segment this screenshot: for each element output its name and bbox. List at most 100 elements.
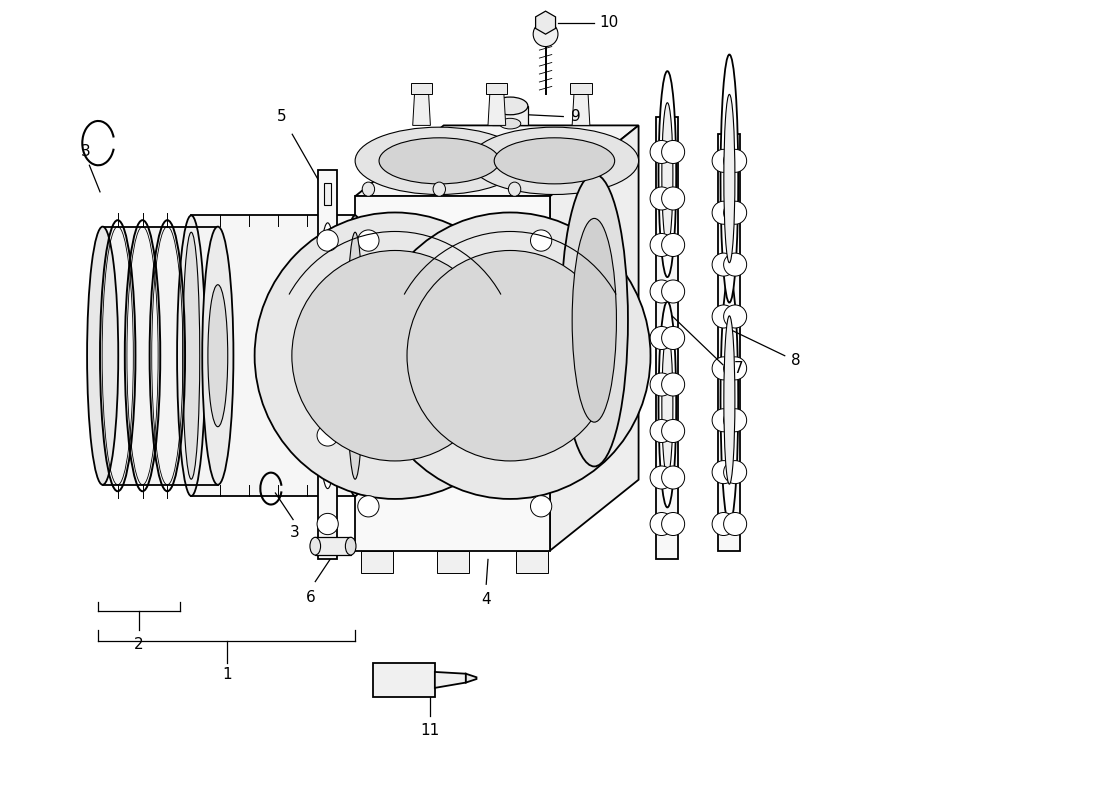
Text: 10: 10 bbox=[600, 15, 619, 30]
Circle shape bbox=[317, 230, 339, 251]
Polygon shape bbox=[571, 83, 592, 94]
Text: 1: 1 bbox=[222, 667, 231, 682]
Text: 6: 6 bbox=[306, 590, 316, 605]
Circle shape bbox=[661, 466, 684, 489]
Ellipse shape bbox=[499, 118, 520, 129]
Circle shape bbox=[712, 150, 735, 172]
Circle shape bbox=[724, 202, 747, 224]
Circle shape bbox=[661, 187, 684, 210]
Circle shape bbox=[661, 280, 684, 303]
Ellipse shape bbox=[370, 213, 650, 499]
Circle shape bbox=[650, 419, 673, 442]
Circle shape bbox=[661, 141, 684, 163]
Circle shape bbox=[650, 373, 673, 396]
Text: 5: 5 bbox=[277, 109, 286, 124]
Polygon shape bbox=[102, 226, 218, 485]
Ellipse shape bbox=[724, 94, 735, 262]
Polygon shape bbox=[373, 663, 434, 697]
Circle shape bbox=[724, 461, 747, 484]
Text: 3: 3 bbox=[290, 526, 300, 540]
Polygon shape bbox=[493, 106, 528, 126]
Ellipse shape bbox=[183, 232, 200, 479]
Ellipse shape bbox=[720, 54, 738, 302]
Ellipse shape bbox=[346, 232, 364, 479]
Circle shape bbox=[317, 318, 339, 340]
Polygon shape bbox=[516, 550, 548, 573]
Ellipse shape bbox=[202, 226, 233, 485]
Circle shape bbox=[650, 141, 673, 163]
Text: 11: 11 bbox=[421, 723, 440, 738]
Circle shape bbox=[358, 230, 379, 251]
Polygon shape bbox=[550, 126, 639, 550]
Ellipse shape bbox=[355, 127, 524, 194]
Ellipse shape bbox=[407, 250, 614, 461]
Circle shape bbox=[358, 496, 379, 517]
Circle shape bbox=[650, 187, 673, 210]
Circle shape bbox=[724, 150, 747, 172]
Polygon shape bbox=[355, 196, 550, 550]
Circle shape bbox=[661, 234, 684, 257]
Text: 3: 3 bbox=[81, 145, 90, 159]
Polygon shape bbox=[486, 83, 507, 94]
Circle shape bbox=[650, 466, 673, 489]
Ellipse shape bbox=[659, 71, 676, 277]
Ellipse shape bbox=[724, 316, 735, 484]
Polygon shape bbox=[412, 94, 430, 126]
Circle shape bbox=[650, 513, 673, 535]
Ellipse shape bbox=[362, 182, 375, 196]
Ellipse shape bbox=[494, 138, 615, 184]
Ellipse shape bbox=[345, 538, 356, 555]
Circle shape bbox=[650, 326, 673, 350]
Ellipse shape bbox=[208, 285, 228, 426]
Ellipse shape bbox=[87, 226, 119, 485]
Polygon shape bbox=[572, 94, 590, 126]
Polygon shape bbox=[355, 126, 639, 196]
Ellipse shape bbox=[177, 215, 206, 496]
Text: 9: 9 bbox=[571, 109, 581, 124]
Ellipse shape bbox=[433, 182, 446, 196]
Circle shape bbox=[712, 305, 735, 328]
Circle shape bbox=[661, 326, 684, 350]
Circle shape bbox=[712, 409, 735, 432]
Circle shape bbox=[712, 357, 735, 380]
Polygon shape bbox=[434, 672, 465, 688]
Text: DR: DR bbox=[217, 288, 617, 530]
Ellipse shape bbox=[379, 138, 499, 184]
Circle shape bbox=[724, 357, 747, 380]
Ellipse shape bbox=[310, 538, 320, 555]
Circle shape bbox=[317, 514, 339, 534]
Text: 8: 8 bbox=[791, 353, 800, 368]
Circle shape bbox=[712, 461, 735, 484]
Ellipse shape bbox=[254, 213, 536, 499]
Circle shape bbox=[712, 202, 735, 224]
Polygon shape bbox=[316, 538, 351, 555]
Ellipse shape bbox=[341, 215, 370, 496]
Circle shape bbox=[661, 373, 684, 396]
Circle shape bbox=[661, 513, 684, 535]
Polygon shape bbox=[465, 674, 476, 682]
Circle shape bbox=[661, 419, 684, 442]
Polygon shape bbox=[718, 134, 740, 550]
Text: a passion for parts: a passion for parts bbox=[453, 433, 594, 491]
Text: 2: 2 bbox=[134, 637, 144, 652]
Polygon shape bbox=[657, 117, 679, 559]
Circle shape bbox=[650, 234, 673, 257]
Text: 7: 7 bbox=[734, 362, 744, 377]
Circle shape bbox=[530, 230, 552, 251]
Circle shape bbox=[724, 513, 747, 535]
Polygon shape bbox=[437, 550, 469, 573]
Circle shape bbox=[724, 253, 747, 276]
Ellipse shape bbox=[662, 102, 673, 246]
Ellipse shape bbox=[471, 127, 639, 194]
Ellipse shape bbox=[572, 218, 616, 422]
Circle shape bbox=[534, 22, 558, 46]
Ellipse shape bbox=[508, 182, 520, 196]
Circle shape bbox=[712, 513, 735, 535]
Polygon shape bbox=[324, 183, 331, 205]
Polygon shape bbox=[361, 550, 393, 573]
Circle shape bbox=[724, 409, 747, 432]
Polygon shape bbox=[318, 170, 338, 559]
Polygon shape bbox=[536, 11, 556, 34]
Ellipse shape bbox=[561, 174, 628, 466]
Circle shape bbox=[317, 425, 339, 446]
